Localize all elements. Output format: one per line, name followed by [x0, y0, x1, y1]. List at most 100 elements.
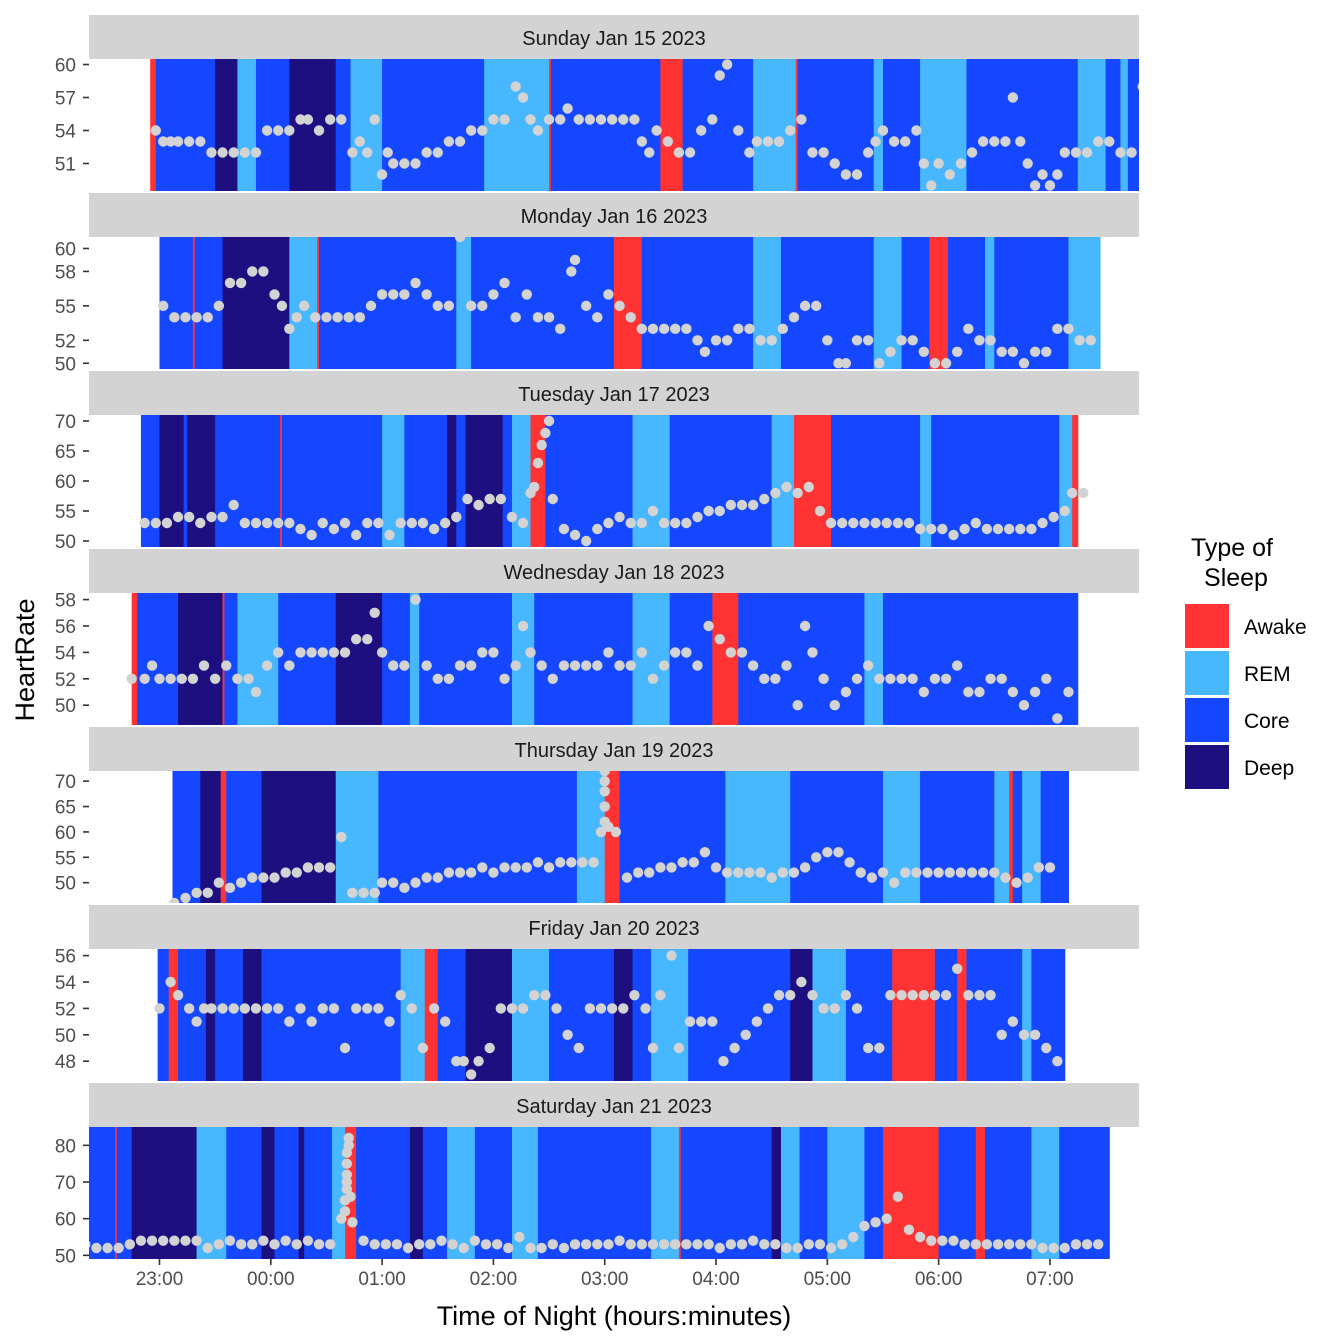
heart-rate-point — [213, 1239, 225, 1250]
heart-rate-point — [480, 1239, 492, 1250]
y-tick-label: 60 — [55, 56, 76, 77]
heart-rate-point — [161, 517, 173, 529]
heart-rate-point — [747, 1235, 759, 1246]
sleep-segment-core — [419, 593, 513, 725]
heart-rate-point — [191, 887, 202, 899]
heart-rate-point — [651, 125, 662, 136]
sleep-segment-core — [994, 237, 1070, 369]
heart-rate-point — [692, 1239, 703, 1250]
heart-rate-point — [1007, 346, 1019, 357]
y-tick-label: 50 — [55, 354, 76, 375]
heart-rate-point — [454, 237, 466, 243]
legend-key-core — [1185, 698, 1229, 742]
heart-rate-point — [844, 857, 855, 868]
x-tick-label: 07:00 — [1026, 1269, 1074, 1290]
heart-rate-point — [710, 335, 722, 346]
heart-rate-point — [139, 673, 150, 684]
heart-rate-point — [736, 1239, 748, 1250]
heart-rate-point — [647, 323, 659, 335]
heart-rate-point — [985, 673, 996, 684]
sleep-segment-core — [545, 415, 634, 547]
heart-rate-point — [347, 147, 358, 158]
heart-rate-point — [1015, 136, 1026, 147]
heart-rate-point — [1026, 523, 1037, 535]
heart-rate-point — [291, 1239, 302, 1250]
heart-rate-point — [169, 897, 180, 903]
heart-rate-point — [573, 114, 584, 125]
heart-rate-point — [851, 335, 863, 346]
heart-rate-point — [977, 136, 989, 147]
heart-rate-point — [1029, 180, 1041, 191]
heart-rate-point — [896, 335, 907, 346]
heart-rate-point — [443, 300, 455, 312]
heart-rate-point — [799, 862, 811, 873]
heart-rate-point — [376, 169, 388, 180]
heart-rate-point — [940, 990, 952, 1001]
heart-rate-point — [206, 511, 217, 523]
heart-rate-point — [603, 517, 614, 529]
heart-rate-point — [977, 867, 989, 878]
heart-rate-point — [573, 1042, 584, 1054]
heart-rate-point — [521, 862, 533, 873]
heart-rate-point — [632, 867, 644, 878]
sleep-segment-rem — [873, 237, 903, 369]
heart-rate-point — [258, 872, 269, 883]
heart-rate-point — [992, 523, 1004, 535]
heart-rate-point — [165, 673, 176, 684]
heart-rate-point — [1041, 346, 1052, 357]
heart-rate-point — [996, 673, 1007, 684]
heart-rate-point — [388, 289, 399, 300]
heart-rate-point — [462, 493, 473, 505]
sleep-segment-core — [474, 1127, 513, 1259]
heart-rate-point — [940, 673, 952, 684]
heart-rate-point — [692, 660, 703, 671]
heart-rate-point — [543, 862, 555, 873]
heart-rate-point — [525, 114, 536, 125]
heart-rate-point — [681, 1239, 692, 1250]
heart-rate-point — [625, 660, 636, 671]
heart-rate-point — [666, 950, 677, 961]
heart-rate-point — [195, 517, 206, 529]
heart-rate-point — [695, 1016, 707, 1027]
sleep-segment-rem — [632, 593, 671, 725]
heart-rate-point — [829, 158, 840, 169]
heart-rate-point — [644, 867, 655, 878]
heart-rate-point — [369, 607, 380, 618]
heart-rate-point — [224, 277, 236, 289]
heart-rate-point — [729, 1042, 740, 1054]
sleep-segment-core — [1105, 59, 1121, 191]
heart-rate-point — [150, 517, 161, 529]
heart-rate-point — [918, 346, 930, 357]
heart-rate-point — [380, 1239, 392, 1250]
heart-rate-point — [324, 114, 336, 125]
heart-rate-point — [410, 158, 421, 169]
heart-rate-point — [907, 673, 918, 684]
heart-rate-point — [273, 125, 284, 136]
heart-rate-point — [796, 976, 807, 988]
heart-rate-point — [432, 673, 443, 684]
heart-rate-point — [454, 136, 466, 147]
heart-rate-point — [432, 300, 443, 312]
heart-rate-point — [517, 92, 529, 103]
heart-rate-point — [595, 114, 607, 125]
sleep-segment-awake — [793, 415, 832, 547]
heart-rate-point — [770, 1239, 781, 1250]
facet-title: Thursday Jan 19 2023 — [514, 740, 713, 762]
heart-rate-point — [822, 335, 833, 346]
heart-rate-point — [900, 867, 911, 878]
heart-rate-point — [555, 323, 566, 335]
heart-rate-point — [606, 114, 618, 125]
heart-rate-point — [488, 289, 499, 300]
y-tick-label: 50 — [55, 1246, 76, 1267]
heart-rate-point — [569, 660, 581, 671]
sleep-segment-core — [1059, 1127, 1110, 1259]
heart-rate-point — [766, 335, 777, 346]
sleep-segment-awake — [712, 593, 739, 725]
heart-rate-point — [569, 529, 581, 541]
heart-rate-point — [862, 335, 874, 346]
heart-rate-point — [725, 1239, 737, 1250]
heart-rate-point — [443, 673, 455, 684]
heart-rate-point — [811, 852, 822, 863]
heart-rate-point — [269, 1239, 280, 1250]
heart-rate-point — [235, 277, 247, 289]
